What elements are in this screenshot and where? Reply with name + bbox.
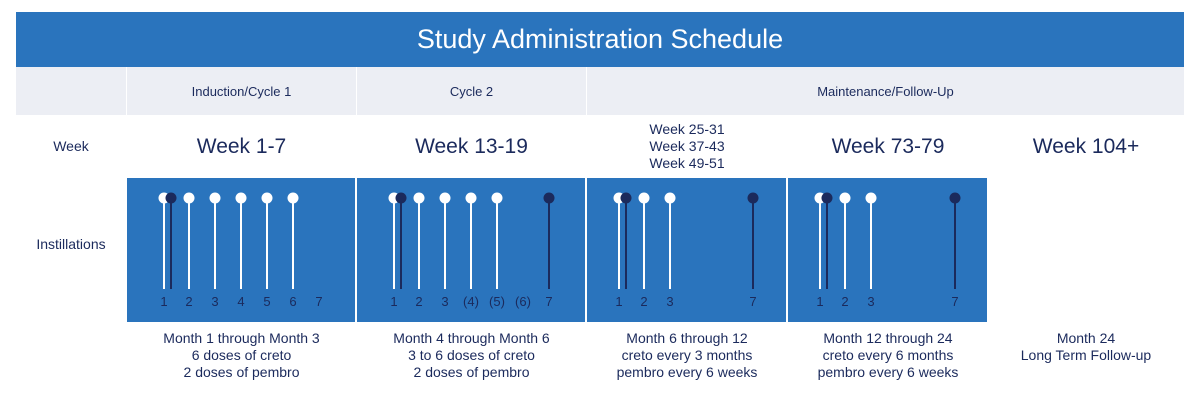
description-line: Month 12 through 24: [823, 330, 953, 346]
description-line: 6 doses of creto: [191, 347, 292, 363]
pembro-instillation-dot: [395, 192, 407, 204]
description-line: 2 doses of pembro: [183, 364, 300, 380]
description-line: Month 4 through Month 6: [393, 330, 550, 346]
week-tick-label: 7: [315, 294, 322, 309]
week-tick-label: 1: [160, 294, 167, 309]
week-tick-label: (6): [515, 294, 531, 309]
week-tick-label: 1: [615, 294, 622, 309]
week-tick-label: 2: [640, 294, 647, 309]
week-tick-label: (5): [489, 294, 505, 309]
week-tick-label: 3: [441, 294, 448, 309]
week-tick-label: 3: [666, 294, 673, 309]
pembro-instillation-dot: [949, 192, 961, 204]
phase-divider: [356, 67, 357, 115]
creto-instillation-dot: [183, 192, 195, 204]
row-label-instillations: Instillations: [36, 236, 106, 252]
week-tick-label: 7: [951, 294, 958, 309]
creto-instillation-dot: [839, 192, 851, 204]
week-cell-5: Week 104+: [988, 115, 1184, 178]
week-range-label: Week 13-19: [415, 134, 528, 158]
week-cell-2: Week 13-19: [357, 115, 586, 178]
week-tick-label: (4): [463, 294, 479, 309]
week-range-label: Week 1-7: [196, 134, 287, 158]
description-line: 3 to 6 doses of creto: [408, 347, 535, 363]
week-tick-label: 5: [263, 294, 270, 309]
description-line: Month 24: [1056, 330, 1116, 346]
phase-cycle-2: Cycle 2: [449, 83, 494, 99]
phase-header-row: [16, 67, 1184, 115]
week-tick-label: 2: [841, 294, 848, 309]
instillation-timeline-svg: 1 2 3 7: [814, 192, 961, 309]
creto-instillation-dot: [491, 192, 503, 204]
creto-instillation-dot: [287, 192, 299, 204]
creto-instillation-dot: [664, 192, 676, 204]
phase-maintenance: Maintenance/Follow-Up: [817, 83, 954, 99]
instillation-panel-cycle-2: 1 2 3 (4) (5) (6) 7: [357, 178, 585, 322]
week-cell-3: Week 25-31 Week 37-43 Week 49-51: [587, 115, 787, 178]
creto-instillation-dot: [261, 192, 273, 204]
description-line: Long Term Follow-up: [1020, 347, 1152, 363]
instillation-panel-maintenance-2: 1 2 3 7: [788, 178, 987, 322]
creto-instillation-dot: [413, 192, 425, 204]
instillation-timeline-svg: 1 2 3 7: [613, 192, 759, 309]
instillation-timeline-svg: 1 2 3 (4) (5) (6) 7: [388, 192, 555, 309]
description-line: Month 1 through Month 3: [163, 330, 320, 346]
creto-instillation-dot: [865, 192, 877, 204]
week-tick-label: 2: [415, 294, 422, 309]
description-line: Month 6 through 12: [626, 330, 748, 346]
week-tick-label: 6: [289, 294, 296, 309]
creto-instillation-dot: [439, 192, 451, 204]
pembro-instillation-dot: [747, 192, 759, 204]
week-range-label: Week 73-79: [831, 134, 945, 158]
week-tick-label: 7: [545, 294, 552, 309]
week-cell-4: Week 73-79: [788, 115, 988, 178]
week-tick-label: 4: [237, 294, 244, 309]
creto-instillation-dot: [465, 192, 477, 204]
phase-divider: [126, 67, 127, 115]
week-tick-label: 3: [211, 294, 218, 309]
instillation-panel-maintenance-1: 1 2 3 7: [587, 178, 786, 322]
creto-instillation-dot: [209, 192, 221, 204]
pembro-instillation-dot: [821, 192, 833, 204]
period-description-4: Month 12 through 24 creto every 6 months…: [788, 330, 988, 381]
period-description-5: Month 24 Long Term Follow-up: [988, 330, 1184, 364]
description-line: 2 doses of pembro: [413, 364, 530, 380]
week-tick-label: 2: [185, 294, 192, 309]
week-range-label: Week 49-51: [649, 155, 725, 171]
pembro-instillation-dot: [165, 192, 177, 204]
creto-instillation-dot: [235, 192, 247, 204]
week-range-label: Week 37-43: [649, 138, 725, 154]
creto-instillation-dot: [638, 192, 650, 204]
week-range-label: Week 104+: [1032, 134, 1140, 158]
period-description-2: Month 4 through Month 6 3 to 6 doses of …: [357, 330, 586, 381]
instillation-timeline-svg: 1 2 3 4 5 6 7: [158, 192, 323, 309]
period-description-3: Month 6 through 12 creto every 3 months …: [587, 330, 787, 381]
period-description-1: Month 1 through Month 3 6 doses of creto…: [127, 330, 356, 381]
phase-induction: Induction/Cycle 1: [191, 83, 292, 99]
schedule-title: Study Administration Schedule: [16, 12, 1184, 67]
phase-divider: [586, 67, 587, 115]
pembro-instillation-dot: [543, 192, 555, 204]
description-line: creto every 3 months: [621, 347, 753, 363]
description-line: pembro every 6 weeks: [616, 364, 758, 380]
description-line: creto every 6 months: [822, 347, 954, 363]
week-range-label: Week 25-31: [649, 121, 725, 137]
week-tick-label: 3: [867, 294, 874, 309]
description-line: pembro every 6 weeks: [817, 364, 959, 380]
week-tick-label: 1: [390, 294, 397, 309]
pembro-instillation-dot: [620, 192, 632, 204]
week-tick-label: 1: [816, 294, 823, 309]
week-tick-label: 7: [749, 294, 756, 309]
week-cell-1: Week 1-7: [127, 115, 356, 178]
instillation-panel-cycle-1: 1 2 3 4 5 6 7: [127, 178, 355, 322]
row-label-week: Week: [53, 138, 89, 154]
